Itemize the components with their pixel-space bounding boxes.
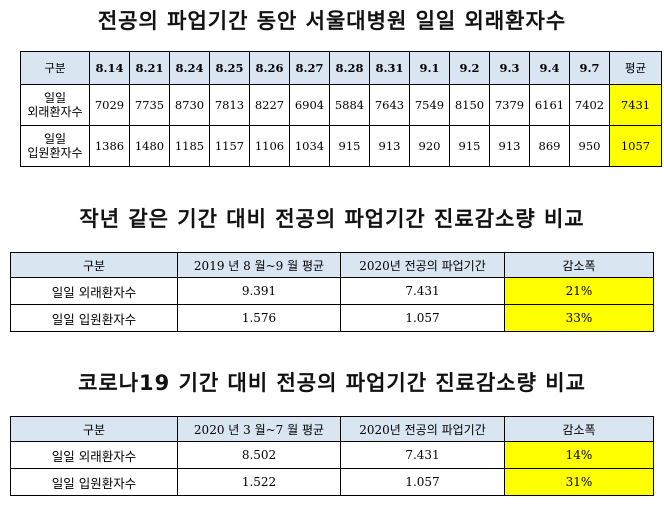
cell-value: 869 bbox=[529, 125, 570, 167]
date-header: 8.14 bbox=[89, 51, 130, 85]
cell-prev: 8.502 bbox=[177, 441, 341, 469]
cell-value: 5884 bbox=[329, 84, 370, 126]
cell-prev: 1.522 bbox=[177, 468, 341, 496]
cell-value: 8730 bbox=[169, 84, 210, 126]
header-decrease: 감소폭 bbox=[504, 252, 654, 278]
row-label: 일일 외래환자수 bbox=[10, 441, 178, 469]
row-label-line1: 일일 bbox=[43, 91, 67, 105]
header-strike-period: 2020년 전공의 파업기간 bbox=[340, 252, 505, 278]
cell-curr: 7.431 bbox=[340, 441, 505, 469]
table-header-row: 구분 8.14 8.21 8.24 8.25 8.26 8.27 8.28 8.… bbox=[20, 51, 662, 85]
cell-value: 915 bbox=[449, 125, 490, 167]
daily-patients-table: 구분 8.14 8.21 8.24 8.25 8.26 8.27 8.28 8.… bbox=[20, 51, 662, 167]
cell-value: 7643 bbox=[369, 84, 410, 126]
row-label: 일일 입원환자수 bbox=[10, 468, 178, 496]
header-category: 구분 bbox=[10, 416, 178, 442]
row-label-line1: 일일 bbox=[43, 132, 67, 146]
cell-value: 913 bbox=[369, 125, 410, 167]
date-header: 8.31 bbox=[369, 51, 410, 85]
cell-curr: 1.057 bbox=[340, 468, 505, 496]
yoy-comparison-table: 구분 2019 년 8 월~9 월 평균 2020년 전공의 파업기간 감소폭 … bbox=[10, 252, 654, 332]
cell-value: 1034 bbox=[289, 125, 330, 167]
table-header-row: 구분 2020 년 3 월~7 월 평균 2020년 전공의 파업기간 감소폭 bbox=[10, 416, 654, 442]
row-label-line2: 입원환자수 bbox=[27, 146, 83, 160]
cell-value: 913 bbox=[489, 125, 530, 167]
cell-decrease: 21% bbox=[504, 277, 654, 305]
covid-comparison-table: 구분 2020 년 3 월~7 월 평균 2020년 전공의 파업기간 감소폭 … bbox=[10, 416, 654, 496]
header-strike-period: 2020년 전공의 파업기간 bbox=[340, 416, 505, 442]
header-prev-period: 2019 년 8 월~9 월 평균 bbox=[177, 252, 341, 278]
date-header: 8.27 bbox=[289, 51, 330, 85]
row-label: 일일 외래환자수 bbox=[10, 277, 178, 305]
date-header: 9.2 bbox=[449, 51, 490, 85]
date-header: 8.25 bbox=[209, 51, 250, 85]
cell-prev: 1.576 bbox=[177, 304, 341, 332]
cell-value: 8227 bbox=[249, 84, 290, 126]
cell-value: 7549 bbox=[409, 84, 450, 126]
corner-header: 구분 bbox=[20, 51, 90, 85]
header-category: 구분 bbox=[10, 252, 178, 278]
header-decrease: 감소폭 bbox=[504, 416, 654, 442]
table-header-row: 구분 2019 년 8 월~9 월 평균 2020년 전공의 파업기간 감소폭 bbox=[10, 252, 654, 278]
title-daily-outpatients: 전공의 파업기간 동안 서울대병원 일일 외래환자수 bbox=[97, 9, 567, 33]
average-cell: 1057 bbox=[609, 125, 662, 167]
table-row: 일일 외래환자수 7029 7735 8730 7813 8227 6904 5… bbox=[20, 84, 662, 126]
cell-value: 1106 bbox=[249, 125, 290, 167]
title-covid-comparison: 코로나19 기간 대비 전공의 파업기간 진료감소량 비교 bbox=[78, 371, 586, 395]
date-header: 8.21 bbox=[129, 51, 170, 85]
cell-value: 920 bbox=[409, 125, 450, 167]
cell-value: 6161 bbox=[529, 84, 570, 126]
cell-value: 8150 bbox=[449, 84, 490, 126]
row-label: 일일 입원환자수 bbox=[10, 304, 178, 332]
cell-value: 915 bbox=[329, 125, 370, 167]
date-header: 8.28 bbox=[329, 51, 370, 85]
cell-prev: 9.391 bbox=[177, 277, 341, 305]
table-row: 일일 외래환자수 8.502 7.431 14% bbox=[10, 441, 654, 469]
cell-value: 6904 bbox=[289, 84, 330, 126]
row-label: 일일 입원환자수 bbox=[20, 125, 90, 167]
cell-decrease: 33% bbox=[504, 304, 654, 332]
table-row: 일일 외래환자수 9.391 7.431 21% bbox=[10, 277, 654, 305]
title-yoy-comparison: 작년 같은 기간 대비 전공의 파업기간 진료감소량 비교 bbox=[79, 207, 585, 231]
cell-value: 7813 bbox=[209, 84, 250, 126]
cell-value: 1185 bbox=[169, 125, 210, 167]
cell-value: 7029 bbox=[89, 84, 130, 126]
cell-value: 1157 bbox=[209, 125, 250, 167]
row-label: 일일 외래환자수 bbox=[20, 84, 90, 126]
header-prev-period: 2020 년 3 월~7 월 평균 bbox=[177, 416, 341, 442]
cell-value: 7379 bbox=[489, 84, 530, 126]
date-header: 9.4 bbox=[529, 51, 570, 85]
cell-curr: 1.057 bbox=[340, 304, 505, 332]
average-cell: 7431 bbox=[609, 84, 662, 126]
cell-value: 950 bbox=[569, 125, 610, 167]
cell-value: 1386 bbox=[89, 125, 130, 167]
cell-decrease: 31% bbox=[504, 468, 654, 496]
cell-value: 7735 bbox=[129, 84, 170, 126]
date-header: 8.24 bbox=[169, 51, 210, 85]
date-header: 9.1 bbox=[409, 51, 450, 85]
table-row: 일일 입원환자수 1.576 1.057 33% bbox=[10, 304, 654, 332]
table-row: 일일 입원환자수 1386 1480 1185 1157 1106 1034 9… bbox=[20, 125, 662, 167]
date-header: 9.7 bbox=[569, 51, 610, 85]
row-label-line2: 외래환자수 bbox=[27, 105, 83, 119]
date-header: 8.26 bbox=[249, 51, 290, 85]
cell-curr: 7.431 bbox=[340, 277, 505, 305]
cell-value: 1480 bbox=[129, 125, 170, 167]
date-header: 9.3 bbox=[489, 51, 530, 85]
cell-value: 7402 bbox=[569, 84, 610, 126]
cell-decrease: 14% bbox=[504, 441, 654, 469]
table-row: 일일 입원환자수 1.522 1.057 31% bbox=[10, 468, 654, 496]
average-header: 평균 bbox=[609, 51, 662, 85]
